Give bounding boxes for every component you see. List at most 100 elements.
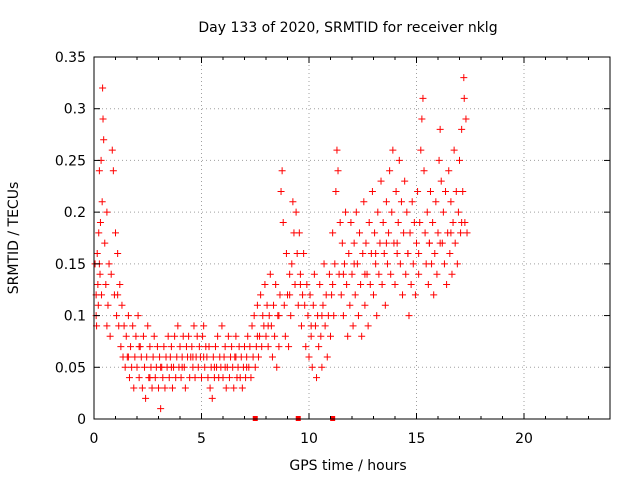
data-point: [251, 363, 259, 371]
data-point: [96, 218, 104, 226]
data-point: [253, 332, 261, 340]
data-point: [99, 115, 107, 123]
data-point: [426, 187, 434, 195]
data-point: [370, 291, 377, 299]
data-point: [361, 301, 369, 309]
data-point: [103, 322, 111, 330]
data-point: [146, 343, 154, 351]
data-point: [131, 353, 139, 361]
data-point: [448, 270, 456, 278]
data-point: [141, 363, 149, 371]
data-point: [385, 229, 393, 237]
data-point: [98, 291, 106, 299]
data-point: [307, 322, 315, 330]
data-point: [388, 208, 396, 216]
data-point: [167, 343, 175, 351]
data-point: [321, 322, 329, 330]
y-tick-label: 0.35: [55, 50, 86, 66]
data-point: [382, 198, 390, 206]
data-point: [100, 136, 108, 144]
data-point: [415, 270, 423, 278]
data-point: [458, 125, 466, 133]
data-point: [348, 270, 356, 278]
data-point: [294, 301, 302, 309]
data-point: [350, 260, 358, 268]
data-point: [148, 384, 156, 392]
data-point: [275, 343, 283, 351]
data-point: [371, 229, 379, 237]
data-point: [243, 353, 251, 361]
data-point: [397, 198, 405, 206]
data-point: [376, 239, 384, 247]
data-point: [153, 343, 161, 351]
data-point: [368, 187, 376, 195]
data-point: [165, 374, 173, 382]
data-point: [391, 281, 399, 289]
data-point: [364, 322, 372, 330]
data-point: [189, 353, 197, 361]
data-point: [266, 270, 274, 278]
data-point: [142, 394, 150, 402]
data-point: [121, 363, 129, 371]
data-point: [224, 332, 232, 340]
x-tick-label: 5: [197, 431, 206, 447]
data-point: [134, 312, 142, 320]
x-tick-label: 20: [515, 431, 533, 447]
data-point: [380, 250, 388, 258]
data-point: [424, 281, 432, 289]
data-point: [399, 291, 407, 299]
data-point: [362, 239, 370, 247]
data-point: [296, 270, 304, 278]
data-point: [360, 198, 368, 206]
x-tick-label: 10: [300, 431, 318, 447]
data-point: [114, 291, 122, 299]
data-point: [222, 384, 230, 392]
data-point: [135, 374, 143, 382]
data-point: [275, 312, 283, 320]
data-point: [356, 229, 364, 237]
x-tick-label: 15: [408, 431, 426, 447]
data-point: [155, 384, 162, 392]
data-point: [305, 353, 313, 361]
data-point: [425, 239, 433, 247]
data-point: [160, 343, 168, 351]
data-point: [191, 374, 199, 382]
x-tick-label: 0: [90, 431, 99, 447]
data-point: [280, 301, 288, 309]
data-point: [118, 301, 126, 309]
data-point: [299, 291, 307, 299]
data-point: [157, 363, 165, 371]
data-point: [124, 353, 132, 361]
data-point: [219, 374, 227, 382]
data-point: [389, 146, 397, 154]
data-point: [325, 270, 333, 278]
data-point: [366, 281, 374, 289]
data-point: [206, 384, 214, 392]
data-point: [195, 343, 203, 351]
data-point: [327, 332, 334, 340]
data-point: [143, 353, 151, 361]
axis-ticks: 0 5 10 15 20 0 0.05 0.1 0.15 0.2 0.25 0.3 0.35: [55, 50, 610, 447]
data-point: [279, 218, 287, 226]
data-point: [101, 239, 109, 247]
data-point: [454, 208, 462, 216]
data-point: [297, 322, 305, 330]
data-point: [300, 250, 308, 258]
data-point: [95, 229, 103, 237]
data-point: [401, 177, 409, 185]
data-point: [94, 281, 102, 289]
data-point: [329, 229, 337, 237]
data-point: [344, 332, 352, 340]
data-point: [244, 332, 252, 340]
data-point: [304, 312, 312, 320]
data-point: [345, 250, 353, 258]
data-point: [414, 187, 422, 195]
data-point: [157, 405, 165, 413]
data-point: [406, 229, 414, 237]
data-point: [358, 332, 366, 340]
y-axis-label: SRMTID / TECUs: [6, 182, 22, 295]
data-point: [421, 229, 429, 237]
data-point: [264, 322, 272, 330]
data-point: [393, 250, 401, 258]
